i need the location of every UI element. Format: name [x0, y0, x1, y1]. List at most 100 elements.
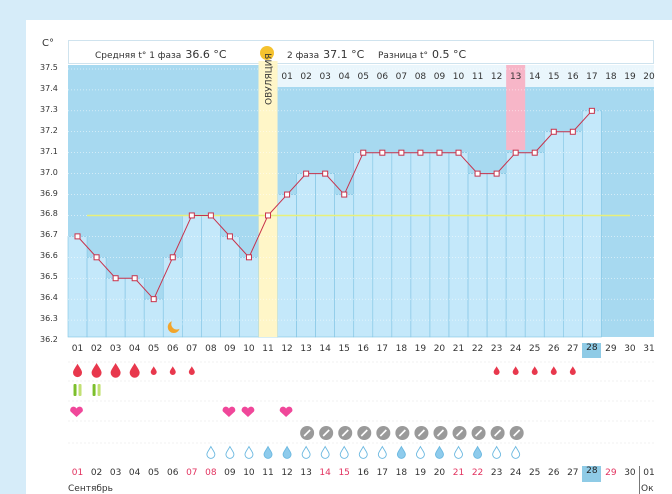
x-day-label[interactable]: 26: [548, 344, 560, 354]
x-day-label[interactable]: 17: [376, 344, 389, 354]
calendar-day[interactable]: 04: [128, 468, 141, 478]
temperature-point: [188, 212, 195, 219]
calendar-day[interactable]: 14: [319, 468, 331, 478]
x-day-label[interactable]: 27: [567, 344, 579, 354]
calendar-day[interactable]: 27: [567, 468, 579, 478]
x-day-label[interactable]: 07: [186, 344, 198, 354]
highlight-day-column: [506, 65, 526, 150]
x-day-label[interactable]: 04: [128, 344, 141, 354]
temperature-bar: [124, 277, 145, 338]
temperature-bar: [543, 131, 564, 338]
pill-icon-line: [436, 429, 445, 437]
calendar-day[interactable]: 23: [490, 468, 503, 478]
calendar-day[interactable]: 17: [376, 468, 389, 478]
temperature-point: [588, 107, 595, 114]
temperature-bar: [429, 152, 450, 338]
x-day-label[interactable]: 05: [147, 344, 160, 354]
temperature-point: [550, 128, 557, 135]
calendar-day[interactable]: 28: [582, 466, 602, 482]
bleeding-drop-icon: [188, 366, 195, 376]
calendar-day[interactable]: 19: [414, 468, 427, 478]
calendar-day[interactable]: 22: [471, 468, 484, 478]
x-day-label[interactable]: 03: [109, 344, 122, 354]
temperature-point: [341, 191, 348, 198]
test-icon: [73, 384, 77, 396]
x-day-label[interactable]: 13: [300, 344, 312, 354]
x-day-label[interactable]: 12: [281, 344, 293, 354]
calendar-day[interactable]: 06: [167, 468, 179, 478]
pill-icon-line: [303, 429, 311, 437]
x-day-label[interactable]: 06: [167, 344, 179, 354]
x-day-label[interactable]: 15: [338, 344, 350, 354]
calendar-day[interactable]: 02: [90, 468, 103, 478]
bleeding-drop-icon: [550, 366, 557, 376]
bleeding-drop-icon: [110, 363, 121, 378]
temperature-point: [207, 212, 214, 219]
heart-icon: [70, 406, 83, 417]
discharge-drop-icon: [263, 445, 273, 459]
temperature-bar: [372, 152, 393, 338]
calendar-day[interactable]: 15: [338, 468, 350, 478]
calendar-day[interactable]: 03: [109, 468, 122, 478]
calendar-day[interactable]: 07: [186, 468, 198, 478]
phase2-day-label: 03: [319, 72, 330, 82]
x-day-label[interactable]: 22: [471, 344, 484, 354]
temperature-bar: [315, 173, 335, 338]
calendar-day[interactable]: 12: [281, 468, 293, 478]
calendar-day[interactable]: 11: [262, 468, 274, 478]
heart-icon: [241, 406, 255, 417]
calendar-day[interactable]: 26: [548, 468, 560, 478]
x-day-label[interactable]: 23: [490, 344, 503, 354]
temperature-point: [265, 212, 272, 219]
calendar-day[interactable]: 16: [357, 468, 369, 478]
x-day-label[interactable]: 29: [605, 344, 617, 354]
calendar-day[interactable]: 30: [624, 468, 636, 478]
phase1-stat: Средняя t° 1 фаза 36.6 °C: [95, 48, 227, 61]
x-day-label[interactable]: 19: [414, 344, 427, 354]
x-day-label[interactable]: 09: [224, 344, 236, 354]
calendar-day[interactable]: 01: [643, 468, 655, 478]
calendar-day[interactable]: 24: [509, 468, 522, 478]
calendar-day[interactable]: 01: [71, 468, 84, 478]
x-day-label[interactable]: 25: [528, 344, 541, 354]
temperature-point: [455, 149, 462, 156]
bleeding-drop-icon: [512, 366, 519, 376]
x-day-label[interactable]: 24: [509, 344, 522, 354]
x-day-label[interactable]: 10: [243, 344, 255, 354]
heart-icon: [279, 406, 293, 417]
x-day-label[interactable]: 16: [357, 344, 369, 354]
phase2-day-label: 12: [491, 72, 502, 82]
calendar-day[interactable]: 10: [243, 468, 255, 478]
x-day-label[interactable]: 28: [582, 343, 602, 358]
x-day-label[interactable]: 21: [452, 344, 465, 354]
x-day-label[interactable]: 11: [262, 344, 274, 354]
x-day-label[interactable]: 18: [395, 344, 408, 354]
pill-icon-line: [417, 429, 425, 437]
x-day-label[interactable]: 02: [90, 344, 103, 354]
y-tick-label: 37.2: [40, 125, 58, 135]
x-day-label[interactable]: 31: [643, 344, 655, 354]
temperature-bar: [353, 152, 374, 338]
y-tick-label: 36.7: [40, 230, 58, 240]
bleeding-drop-icon: [569, 366, 576, 376]
calendar-day[interactable]: 08: [205, 468, 217, 478]
calendar-day[interactable]: 05: [147, 468, 160, 478]
calendar-day[interactable]: 09: [224, 468, 236, 478]
x-day-label[interactable]: 08: [205, 344, 217, 354]
calendar-day[interactable]: 25: [528, 468, 541, 478]
x-day-label[interactable]: 20: [433, 344, 446, 354]
calendar-day[interactable]: 13: [300, 468, 312, 478]
calendar-day[interactable]: 18: [395, 468, 408, 478]
x-day-label[interactable]: 14: [319, 344, 331, 354]
x-day-label[interactable]: 01: [71, 344, 84, 354]
temperature-bar: [239, 257, 259, 338]
temperature-bar: [562, 131, 583, 338]
calendar-day[interactable]: 29: [605, 468, 617, 478]
calendar-day[interactable]: 21: [452, 468, 465, 478]
pill-icon-line: [475, 429, 483, 437]
temperature-bar: [410, 152, 431, 338]
phase2-day-label: 15: [548, 72, 559, 82]
calendar-day[interactable]: 20: [433, 468, 446, 478]
x-day-label[interactable]: 30: [624, 344, 636, 354]
